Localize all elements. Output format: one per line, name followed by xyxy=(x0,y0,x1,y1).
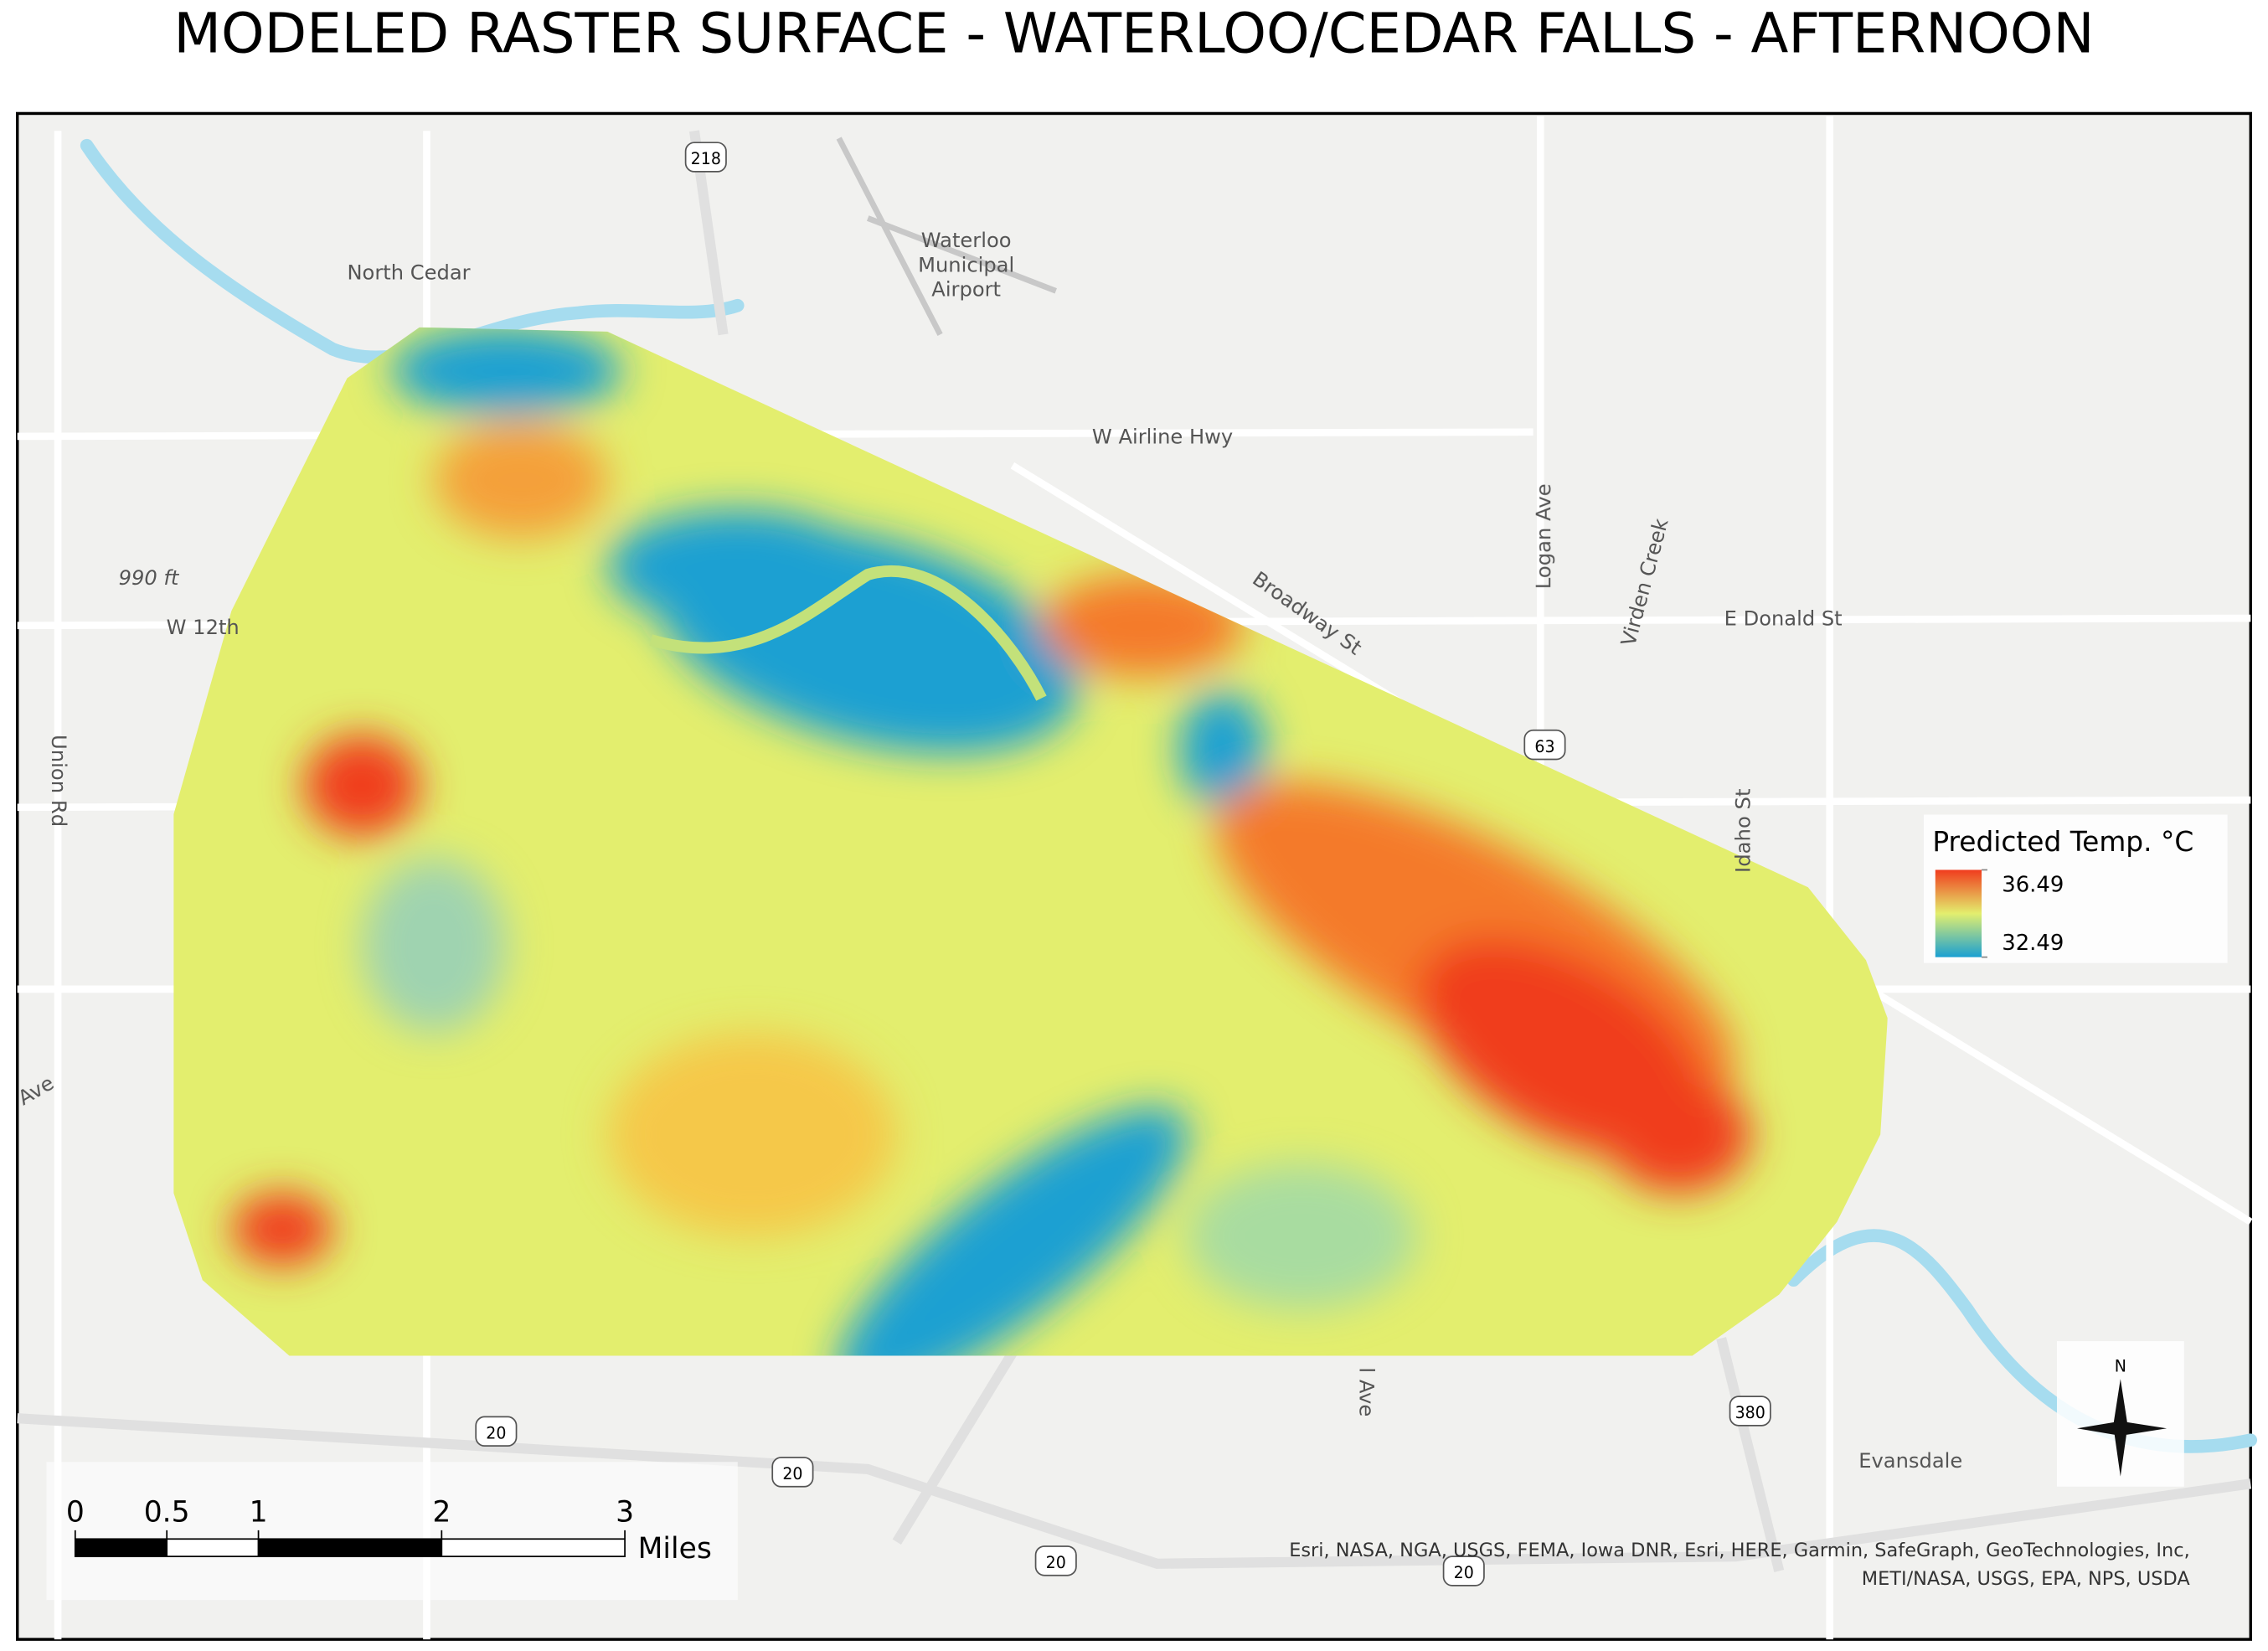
route-number: 380 xyxy=(1735,1404,1765,1422)
legend-value: 32.49 xyxy=(2002,931,2064,956)
route-shield xyxy=(771,1457,814,1488)
road-label: Idaho St xyxy=(1731,789,1755,873)
scale-segment xyxy=(441,1538,626,1557)
scale-segment xyxy=(257,1538,443,1557)
route-shield xyxy=(475,1416,518,1447)
road-label: E Donald St xyxy=(1724,606,1843,631)
elevation-label: 990 ft xyxy=(119,565,180,590)
route-shield xyxy=(684,142,727,173)
legend-value: 36.49 xyxy=(2002,872,2064,897)
title: MODELED RASTER SURFACE - WATERLOO/CEDAR … xyxy=(173,1,2094,65)
road-label: Union Rd xyxy=(47,735,71,827)
route-shield xyxy=(1523,729,1566,761)
scale-box xyxy=(46,1462,738,1601)
route-number: 20 xyxy=(782,1465,802,1483)
route-shield xyxy=(1034,1545,1077,1576)
route-shield xyxy=(1442,1556,1485,1587)
road-label: W 12th xyxy=(167,615,240,639)
route-number: 63 xyxy=(1534,738,1554,756)
scale-label: 2 xyxy=(432,1495,451,1529)
road-label: l Ave xyxy=(1354,1367,1379,1416)
road-label: Logan Ave xyxy=(1531,483,1555,589)
route-number: 20 xyxy=(486,1424,506,1442)
place-label: Evansdale xyxy=(1858,1448,1962,1473)
legend-ramp xyxy=(1935,869,1982,957)
scale-unit: Miles xyxy=(638,1532,712,1566)
route-number: 20 xyxy=(1046,1554,1066,1572)
route-shield xyxy=(1729,1396,1771,1427)
attribution: Esri, NASA, NGA, USGS, FEMA, Iowa DNR, E… xyxy=(1289,1540,2190,1590)
scale-label: 0 xyxy=(66,1495,85,1529)
place-label: North Cedar xyxy=(347,260,470,284)
north-arrow xyxy=(2077,1379,2167,1477)
basemap xyxy=(17,116,2258,1640)
scale-label: 0.5 xyxy=(144,1495,190,1529)
route-number: 218 xyxy=(691,150,721,168)
north-label: N xyxy=(2115,1358,2126,1376)
legend-title: Predicted Temp. °C xyxy=(1932,825,2193,858)
scale-label: 1 xyxy=(250,1495,268,1529)
road-label: W Airline Hwy xyxy=(1092,425,1233,449)
scale-label: 3 xyxy=(616,1495,634,1529)
scale-segment xyxy=(74,1538,168,1557)
place-label: Waterloo Municipal Airport xyxy=(918,228,1014,301)
route-number: 20 xyxy=(1454,1564,1474,1582)
scale-segment xyxy=(166,1538,260,1557)
